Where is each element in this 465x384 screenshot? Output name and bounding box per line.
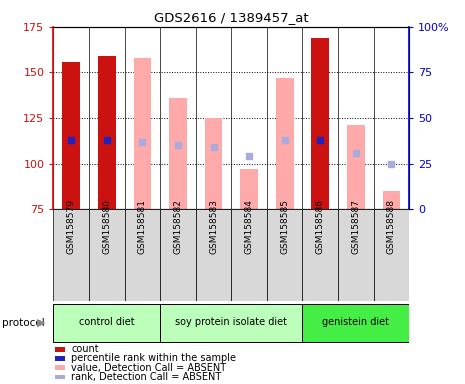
Bar <box>53 303 160 342</box>
Text: soy protein isolate diet: soy protein isolate diet <box>175 317 287 327</box>
Bar <box>312 38 329 209</box>
Bar <box>169 98 187 209</box>
Text: genistein diet: genistein diet <box>322 317 389 327</box>
Text: control diet: control diet <box>79 317 135 327</box>
Bar <box>55 356 65 361</box>
Text: GSM158582: GSM158582 <box>173 199 182 253</box>
Text: GSM158583: GSM158583 <box>209 199 218 253</box>
Bar <box>240 169 258 209</box>
Text: ▶: ▶ <box>37 318 45 328</box>
Bar <box>383 191 400 209</box>
Text: protocol: protocol <box>2 318 45 328</box>
Bar <box>303 209 338 301</box>
Bar <box>55 347 65 352</box>
Bar <box>205 118 222 209</box>
Bar <box>160 209 196 301</box>
Text: GSM158586: GSM158586 <box>316 199 325 253</box>
Bar <box>98 56 116 209</box>
Bar <box>303 303 409 342</box>
Bar <box>55 374 65 379</box>
Bar <box>133 58 151 209</box>
Text: GSM158585: GSM158585 <box>280 199 289 253</box>
Text: rank, Detection Call = ABSENT: rank, Detection Call = ABSENT <box>71 372 221 382</box>
Title: GDS2616 / 1389457_at: GDS2616 / 1389457_at <box>154 11 309 24</box>
Text: GSM158587: GSM158587 <box>352 199 360 253</box>
Bar <box>125 209 160 301</box>
Text: GSM158580: GSM158580 <box>102 199 111 253</box>
Bar <box>374 209 409 301</box>
Text: percentile rank within the sample: percentile rank within the sample <box>71 353 236 363</box>
Text: GSM158584: GSM158584 <box>245 199 253 253</box>
Text: GSM158579: GSM158579 <box>67 199 76 253</box>
Bar <box>196 209 232 301</box>
Bar <box>267 209 303 301</box>
Text: value, Detection Call = ABSENT: value, Detection Call = ABSENT <box>71 362 226 372</box>
Bar <box>62 61 80 209</box>
Text: GSM158588: GSM158588 <box>387 199 396 253</box>
Bar <box>338 209 374 301</box>
Bar <box>89 209 125 301</box>
Bar <box>232 209 267 301</box>
Bar <box>55 366 65 370</box>
Bar <box>347 126 365 209</box>
Bar <box>160 303 303 342</box>
Text: count: count <box>71 344 99 354</box>
Text: GSM158581: GSM158581 <box>138 199 147 253</box>
Bar <box>276 78 293 209</box>
Bar <box>53 209 89 301</box>
